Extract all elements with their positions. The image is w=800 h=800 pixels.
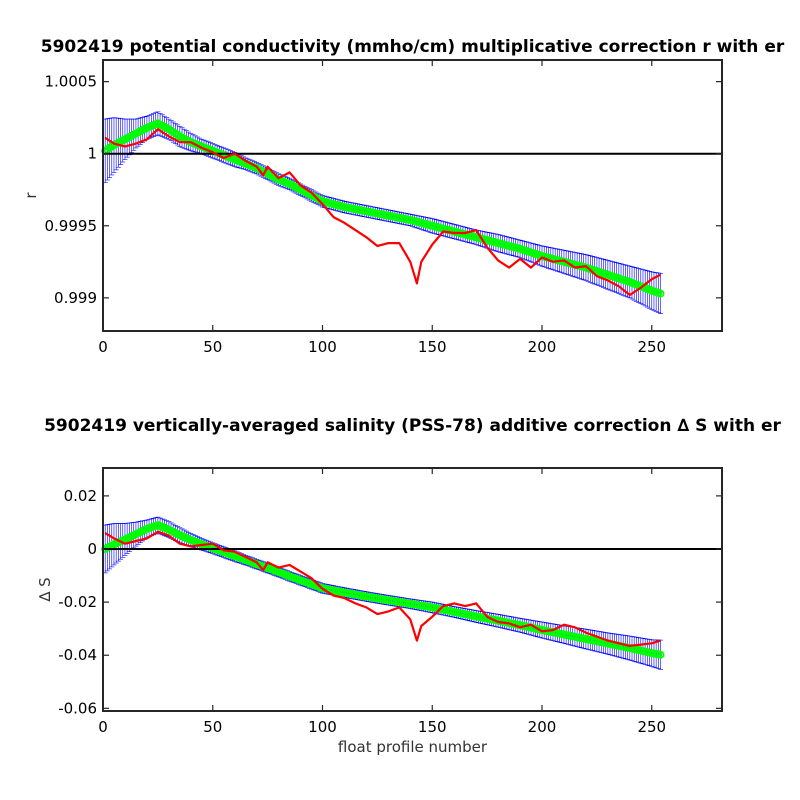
- y-tick-label: 0.999: [54, 289, 97, 307]
- y-tick-label: -0.02: [58, 593, 97, 611]
- x-tick-label: 150: [418, 718, 447, 736]
- x-tick-label: 0: [98, 718, 108, 736]
- chart-title: 5902419 vertically-averaged salinity (PS…: [44, 416, 781, 436]
- measured-line: [104, 530, 661, 648]
- y-tick-label: 1.0005: [45, 73, 98, 91]
- fit-point: [656, 650, 665, 659]
- y-axis-label: ∆ S: [36, 577, 54, 602]
- x-tick-label: 250: [637, 718, 666, 736]
- chart-salinity-correction: 0 50 100 150 200 250 -0.06 -0.04 -0.02 0 0.02 59024…: [36, 416, 782, 756]
- x-axis-label: float profile number: [338, 738, 488, 756]
- measured-line: [104, 128, 661, 297]
- axes-frame: [102, 467, 723, 712]
- y-tick-label: -0.04: [58, 646, 97, 664]
- y-tick-label: 0: [87, 540, 97, 558]
- x-tick-label: 50: [203, 338, 222, 356]
- plot-area: [101, 516, 722, 670]
- x-tick-label: 100: [308, 718, 337, 736]
- y-tick-label: -0.06: [58, 699, 97, 717]
- x-tick-label: 200: [528, 718, 557, 736]
- axes-frame: [102, 59, 723, 332]
- x-tick-label: 0: [98, 338, 108, 356]
- y-tick-label: 1: [87, 145, 97, 163]
- x-tick-label: 150: [418, 338, 447, 356]
- x-tick-label: 100: [308, 338, 337, 356]
- y-tick-label: 0.9995: [45, 217, 98, 235]
- fit-point: [656, 289, 665, 298]
- y-tick-label: 0.02: [64, 487, 97, 505]
- y-axis-label: r: [22, 192, 40, 199]
- plot-area: [101, 111, 722, 315]
- x-tick-label: 200: [528, 338, 557, 356]
- chart-title: 5902419 potential conductivity (mmho/cm)…: [41, 37, 785, 57]
- chart-conductivity-correction: 0 50 100 150 200 250 0.999 0.9995 1 1.0005 5902419…: [22, 37, 785, 356]
- x-tick-label: 50: [203, 718, 222, 736]
- x-tick-label: 250: [637, 338, 666, 356]
